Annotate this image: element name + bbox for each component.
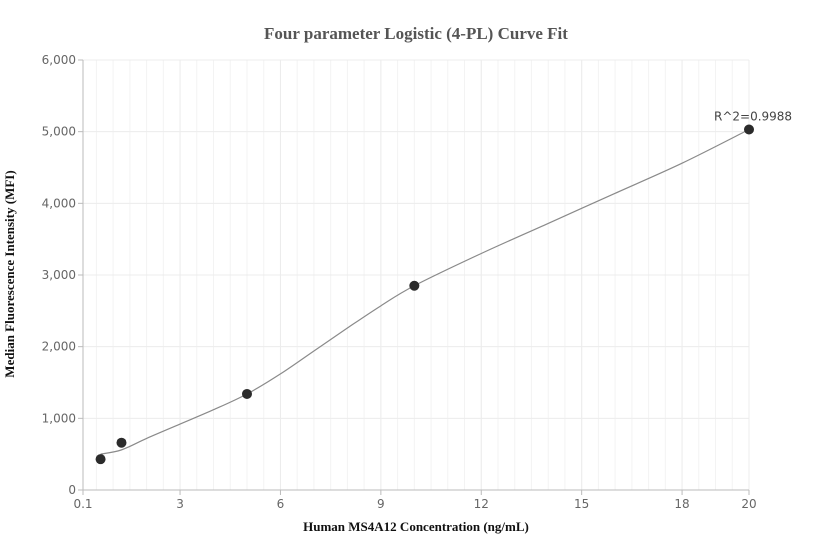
data-point xyxy=(95,454,106,465)
x-tick-label: 6 xyxy=(277,497,285,511)
y-tick-label: 2,000 xyxy=(42,340,76,354)
x-tick-label: 3 xyxy=(176,497,184,511)
y-tick-label: 6,000 xyxy=(42,53,76,67)
grid-lines xyxy=(82,59,750,491)
y-tick-label: 4,000 xyxy=(42,196,76,210)
data-point xyxy=(116,437,127,448)
x-axis-title: Human MS4A12 Concentration (ng/mL) xyxy=(303,519,529,534)
x-tick-label: 0.1 xyxy=(73,497,92,511)
data-points xyxy=(95,124,754,465)
y-tick-label: 3,000 xyxy=(42,268,76,282)
axes xyxy=(78,59,750,495)
y-axis-title: Median Fluorescence Intensity (MFI) xyxy=(2,170,17,377)
chart-title: Four parameter Logistic (4-PL) Curve Fit xyxy=(264,24,568,43)
y-tick-label: 5,000 xyxy=(42,125,76,139)
x-tick-label: 15 xyxy=(574,497,589,511)
x-tick-label: 12 xyxy=(474,497,489,511)
annotations: R^2=0.9988 xyxy=(714,110,792,124)
data-point xyxy=(241,388,252,399)
tick-labels: 0.1 3 6 9 12 15 18 20 0 1,000 2,000 3,000 4,000 5,000… xyxy=(42,53,757,511)
y-tick-label: 1,000 xyxy=(42,411,76,425)
data-point xyxy=(409,280,420,291)
fit-curve-line xyxy=(100,128,750,455)
x-tick-label: 20 xyxy=(741,497,756,511)
r-squared-annotation: R^2=0.9988 xyxy=(714,110,792,124)
x-tick-label: 9 xyxy=(377,497,385,511)
data-point xyxy=(744,124,754,135)
y-tick-label: 0 xyxy=(68,483,76,497)
x-tick-label: 18 xyxy=(674,497,689,511)
